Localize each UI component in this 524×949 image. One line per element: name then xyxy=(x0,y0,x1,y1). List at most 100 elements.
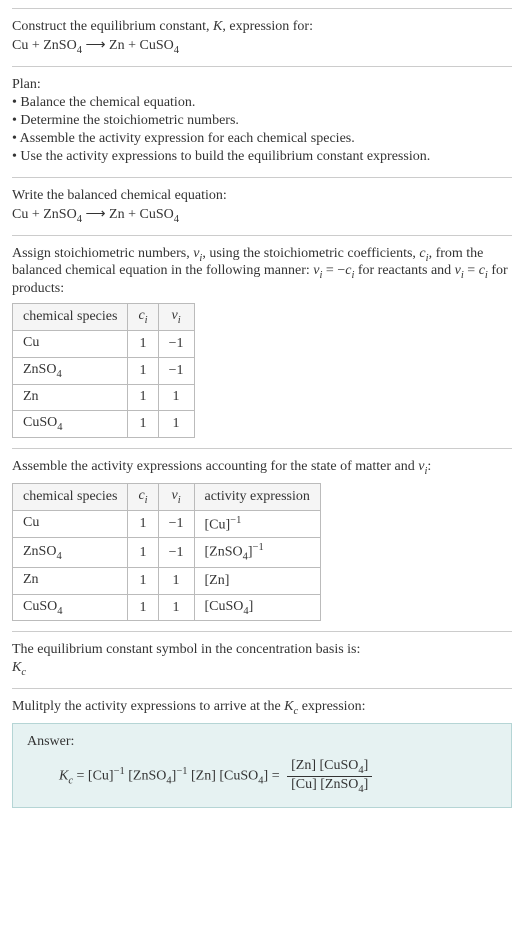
th-activity: activity expression xyxy=(194,483,320,510)
plan-item: • Use the activity expressions to build … xyxy=(12,149,512,165)
cell-c: 1 xyxy=(128,330,158,357)
stoich-table: chemical species ci νi Cu 1 −1 ZnSO4 1 −… xyxy=(12,303,195,438)
text: Assign stoichiometric numbers, xyxy=(12,246,193,261)
cell-species: Cu xyxy=(13,330,128,357)
text: : xyxy=(427,459,431,474)
sub-i: i xyxy=(178,495,181,506)
multiply-section: Mulitply the activity expressions to arr… xyxy=(12,688,512,817)
cell-c: 1 xyxy=(128,384,158,411)
plan-heading: Plan: xyxy=(12,77,512,93)
sub: 4 xyxy=(57,605,62,616)
t: ] xyxy=(364,777,369,792)
sub-i: i xyxy=(145,315,148,326)
text: Mulitply the activity expressions to arr… xyxy=(12,699,284,714)
plan-item: • Assemble the activity expression for e… xyxy=(12,131,512,147)
intro-section: Construct the equilibrium constant, K, e… xyxy=(12,8,512,66)
table-row: Cu 1 −1 xyxy=(13,330,195,357)
text: Construct the equilibrium constant, xyxy=(12,19,213,34)
species: ZnSO xyxy=(43,38,76,53)
cell-species: CuSO4 xyxy=(13,594,128,621)
plan-item: • Balance the chemical equation. xyxy=(12,95,512,111)
sp: CuSO xyxy=(23,599,57,614)
cell-species: Cu xyxy=(13,510,128,538)
species: Cu xyxy=(12,38,28,53)
eq: = xyxy=(268,769,283,784)
cell-species: ZnSO4 xyxy=(13,538,128,567)
th-nui: νi xyxy=(158,304,194,331)
t: [Cu] [ZnSO xyxy=(291,777,358,792)
ae: ] xyxy=(249,599,254,614)
table-row: CuSO4 1 1 [CuSO4] xyxy=(13,594,321,621)
species: Zn xyxy=(109,207,125,222)
balance-heading: Write the balanced chemical equation: xyxy=(12,188,512,204)
term: [Cu] xyxy=(88,769,114,784)
intro-line1: Construct the equilibrium constant, K, e… xyxy=(12,19,512,35)
balanced-equation: Cu + ZnSO4 ⟶ Zn + CuSO4 xyxy=(12,206,512,225)
th-species: chemical species xyxy=(13,304,128,331)
sup: −1 xyxy=(253,542,264,553)
sp: ZnSO xyxy=(23,544,56,559)
balance-section: Write the balanced chemical equation: Cu… xyxy=(12,177,512,235)
plus: + xyxy=(28,207,43,222)
kc-expression: Kc = [Cu]−1 [ZnSO4]−1 [Zn] [CuSO4] = [Zn… xyxy=(27,758,497,795)
fraction: [Zn] [CuSO4][Cu] [ZnSO4] xyxy=(287,758,372,795)
cell-c: 1 xyxy=(128,510,158,538)
activity-text: Assemble the activity expressions accoun… xyxy=(12,459,512,477)
text: and xyxy=(431,263,455,278)
text: , using the stoichiometric coefficients, xyxy=(202,246,419,261)
cell-nu: −1 xyxy=(158,330,194,357)
table-row: ZnSO4 1 −1 [ZnSO4]−1 xyxy=(13,538,321,567)
table-row: ZnSO4 1 −1 xyxy=(13,357,195,384)
text: expression: xyxy=(298,699,365,714)
answer-box: Answer: Kc = [Cu]−1 [ZnSO4]−1 [Zn] [CuSO… xyxy=(12,723,512,808)
table-header-row: chemical species ci νi activity expressi… xyxy=(13,483,321,510)
table-row: Zn 1 1 xyxy=(13,384,195,411)
text: , expression for: xyxy=(222,19,313,34)
K: K xyxy=(284,699,293,714)
sub: 4 xyxy=(56,551,61,562)
sp: ZnSO xyxy=(23,362,56,377)
ae: [ZnSO xyxy=(205,545,243,560)
cell-c: 1 xyxy=(128,357,158,384)
sp: Cu xyxy=(23,515,39,530)
species: Cu xyxy=(12,207,28,222)
eq: = xyxy=(73,769,88,784)
th-ci: ci xyxy=(128,483,158,510)
cell-species: ZnSO4 xyxy=(13,357,128,384)
species: CuSO xyxy=(140,207,174,222)
sub-c: c xyxy=(21,667,26,678)
th-ci: ci xyxy=(128,304,158,331)
cell-c: 1 xyxy=(128,411,158,438)
K: K xyxy=(12,660,21,675)
term: [ZnSO xyxy=(125,769,167,784)
sup: −1 xyxy=(176,766,187,777)
sp: Zn xyxy=(23,572,39,587)
table-row: Zn 1 1 [Zn] xyxy=(13,567,321,594)
sub: 4 xyxy=(56,369,61,380)
sp: Zn xyxy=(23,389,39,404)
cell-activity: [ZnSO4]−1 xyxy=(194,538,320,567)
eq: = xyxy=(464,263,479,278)
table-row: Cu 1 −1 [Cu]−1 xyxy=(13,510,321,538)
cell-activity: [CuSO4] xyxy=(194,594,320,621)
sp: CuSO xyxy=(23,415,57,430)
cell-species: Zn xyxy=(13,384,128,411)
t: ] xyxy=(364,758,369,773)
subscript: 4 xyxy=(174,45,179,56)
cell-nu: −1 xyxy=(158,510,194,538)
cell-c: 1 xyxy=(128,538,158,567)
ae: [Zn] xyxy=(205,573,230,588)
species: Zn xyxy=(109,38,125,53)
sub-i: i xyxy=(178,315,181,326)
table-header-row: chemical species ci νi xyxy=(13,304,195,331)
eq: = − xyxy=(322,263,345,278)
plus: + xyxy=(125,38,140,53)
cell-nu: 1 xyxy=(158,567,194,594)
t: [Zn] [CuSO xyxy=(291,758,358,773)
sp: Cu xyxy=(23,335,39,350)
cell-nu: 1 xyxy=(158,384,194,411)
multiply-text: Mulitply the activity expressions to arr… xyxy=(12,699,512,717)
cell-species: CuSO4 xyxy=(13,411,128,438)
plus: + xyxy=(125,207,140,222)
sup: −1 xyxy=(230,515,241,526)
